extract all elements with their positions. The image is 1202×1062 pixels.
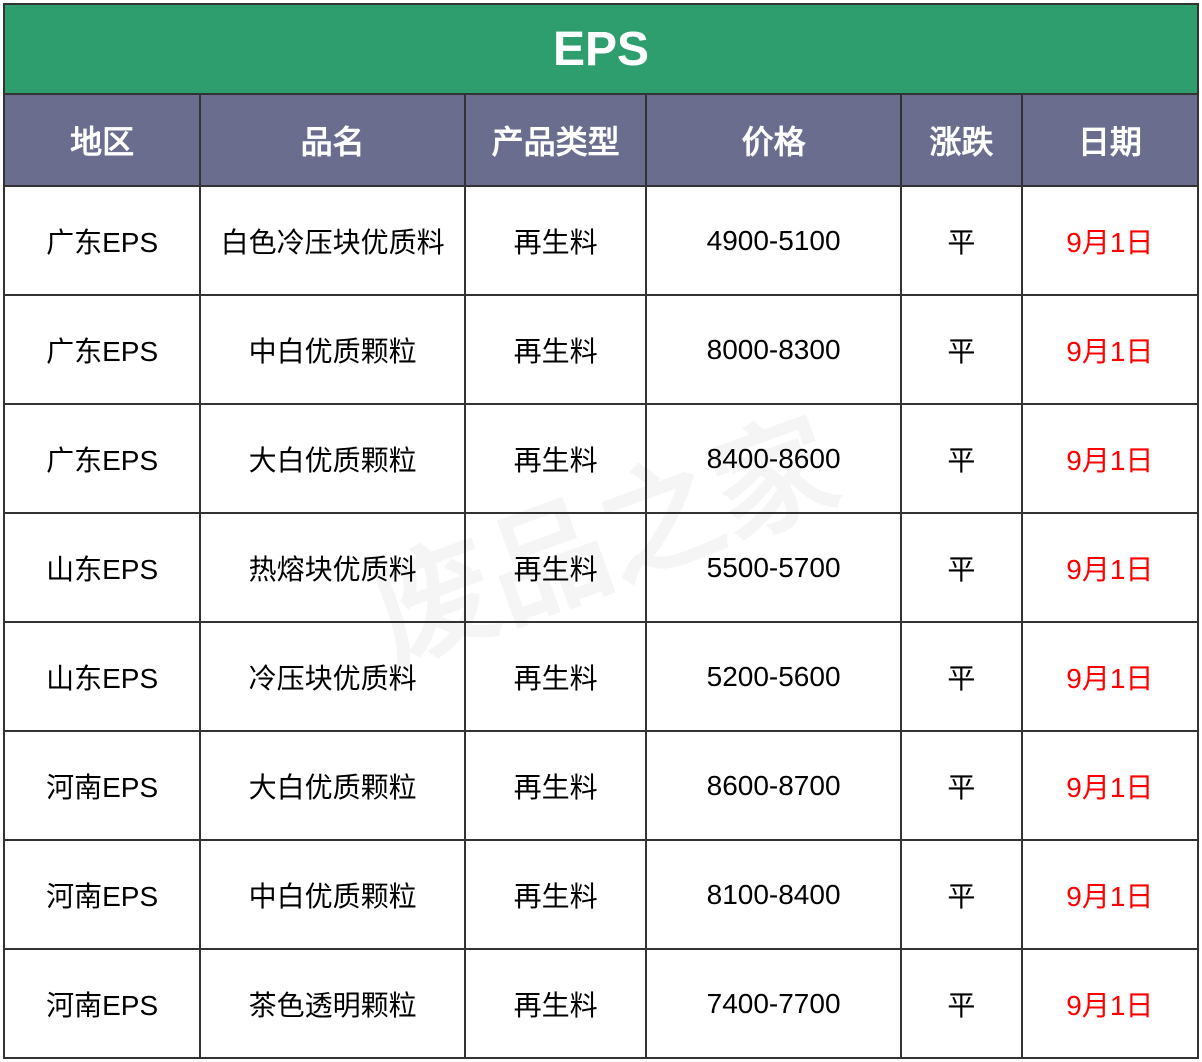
cell-name: 热熔块优质料	[200, 513, 465, 622]
table-row: 山东EPS冷压块优质料再生料5200-5600平9月1日	[4, 622, 1198, 731]
cell-name: 冷压块优质料	[200, 622, 465, 731]
cell-date: 9月1日	[1022, 186, 1198, 295]
column-header-price: 价格	[646, 94, 901, 186]
cell-type: 再生料	[465, 622, 646, 731]
cell-change: 平	[901, 186, 1022, 295]
cell-date: 9月1日	[1022, 840, 1198, 949]
cell-price: 8400-8600	[646, 404, 901, 513]
column-header-change: 涨跌	[901, 94, 1022, 186]
cell-region: 河南EPS	[4, 949, 200, 1058]
cell-type: 再生料	[465, 295, 646, 404]
table-row: 广东EPS中白优质颗粒再生料8000-8300平9月1日	[4, 295, 1198, 404]
cell-type: 再生料	[465, 186, 646, 295]
cell-type: 再生料	[465, 840, 646, 949]
cell-name: 中白优质颗粒	[200, 840, 465, 949]
cell-region: 山东EPS	[4, 513, 200, 622]
cell-name: 大白优质颗粒	[200, 404, 465, 513]
table-row: 广东EPS大白优质颗粒再生料8400-8600平9月1日	[4, 404, 1198, 513]
cell-region: 河南EPS	[4, 731, 200, 840]
cell-date: 9月1日	[1022, 622, 1198, 731]
table-row: 河南EPS中白优质颗粒再生料8100-8400平9月1日	[4, 840, 1198, 949]
cell-change: 平	[901, 840, 1022, 949]
column-header-region: 地区	[4, 94, 200, 186]
cell-change: 平	[901, 295, 1022, 404]
column-header-type: 产品类型	[465, 94, 646, 186]
cell-region: 河南EPS	[4, 840, 200, 949]
cell-price: 5200-5600	[646, 622, 901, 731]
cell-region: 广东EPS	[4, 186, 200, 295]
cell-change: 平	[901, 513, 1022, 622]
cell-price: 5500-5700	[646, 513, 901, 622]
cell-region: 广东EPS	[4, 295, 200, 404]
cell-name: 茶色透明颗粒	[200, 949, 465, 1058]
cell-price: 8000-8300	[646, 295, 901, 404]
cell-type: 再生料	[465, 731, 646, 840]
cell-change: 平	[901, 949, 1022, 1058]
table-row: 广东EPS白色冷压块优质料再生料4900-5100平9月1日	[4, 186, 1198, 295]
cell-price: 7400-7700	[646, 949, 901, 1058]
table-row: 河南EPS茶色透明颗粒再生料7400-7700平9月1日	[4, 949, 1198, 1058]
cell-type: 再生料	[465, 949, 646, 1058]
table-title: EPS	[4, 4, 1198, 94]
cell-price: 4900-5100	[646, 186, 901, 295]
column-header-name: 品名	[200, 94, 465, 186]
cell-type: 再生料	[465, 513, 646, 622]
column-header-date: 日期	[1022, 94, 1198, 186]
cell-name: 中白优质颗粒	[200, 295, 465, 404]
cell-region: 广东EPS	[4, 404, 200, 513]
cell-type: 再生料	[465, 404, 646, 513]
cell-name: 白色冷压块优质料	[200, 186, 465, 295]
cell-date: 9月1日	[1022, 513, 1198, 622]
cell-change: 平	[901, 622, 1022, 731]
cell-change: 平	[901, 404, 1022, 513]
cell-date: 9月1日	[1022, 731, 1198, 840]
cell-name: 大白优质颗粒	[200, 731, 465, 840]
table-row: 河南EPS大白优质颗粒再生料8600-8700平9月1日	[4, 731, 1198, 840]
cell-date: 9月1日	[1022, 404, 1198, 513]
cell-change: 平	[901, 731, 1022, 840]
cell-date: 9月1日	[1022, 949, 1198, 1058]
cell-region: 山东EPS	[4, 622, 200, 731]
price-table-container: 废品之家 EPS地区品名产品类型价格涨跌日期广东EPS白色冷压块优质料再生料49…	[3, 3, 1199, 1059]
cell-price: 8600-8700	[646, 731, 901, 840]
cell-date: 9月1日	[1022, 295, 1198, 404]
cell-price: 8100-8400	[646, 840, 901, 949]
price-table: EPS地区品名产品类型价格涨跌日期广东EPS白色冷压块优质料再生料4900-51…	[3, 3, 1199, 1059]
table-row: 山东EPS热熔块优质料再生料5500-5700平9月1日	[4, 513, 1198, 622]
